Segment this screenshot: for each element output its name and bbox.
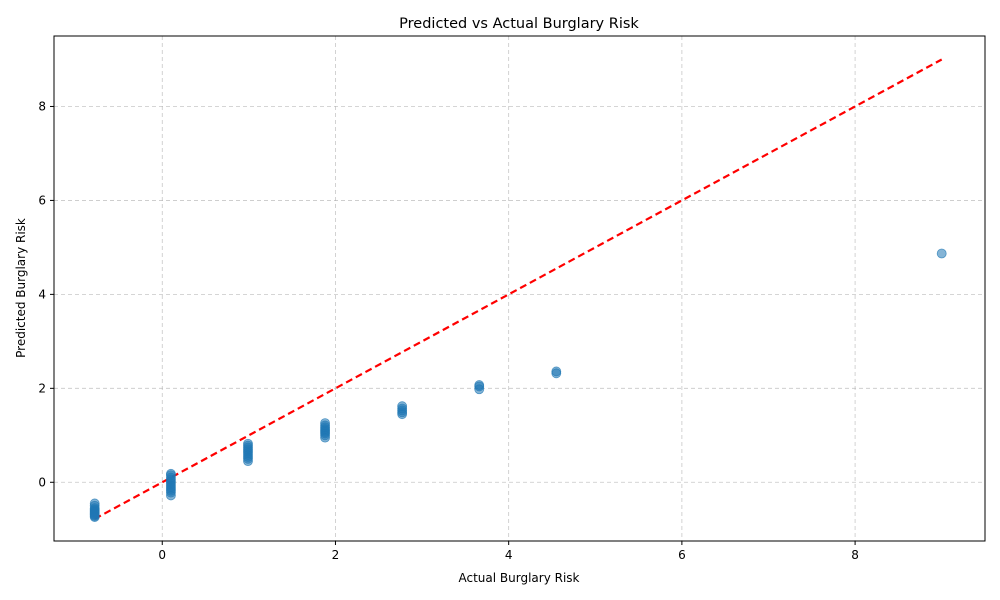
x-tick-label: 0 bbox=[158, 548, 166, 562]
data-point bbox=[936, 248, 947, 259]
y-axis-ticks: 0 2 4 6 8 bbox=[38, 99, 54, 489]
y-tick-label: 8 bbox=[38, 99, 46, 113]
x-axis-label: Actual Burglary Risk bbox=[459, 571, 580, 585]
data-point bbox=[551, 368, 562, 379]
x-tick-label: 8 bbox=[851, 548, 859, 562]
data-point bbox=[474, 384, 485, 395]
y-axis-label: Predicted Burglary Risk bbox=[14, 218, 28, 358]
chart-title: Predicted vs Actual Burglary Risk bbox=[399, 16, 639, 32]
data-point bbox=[320, 432, 330, 443]
plot-area-frame bbox=[53, 35, 986, 542]
reference-line-layer bbox=[94, 58, 943, 520]
x-axis-ticks: 0 2 4 6 8 bbox=[158, 541, 859, 562]
data-point bbox=[166, 490, 176, 501]
reference-line bbox=[94, 58, 943, 520]
y-tick-label: 2 bbox=[38, 381, 46, 395]
grid-lines bbox=[54, 36, 985, 541]
y-tick-label: 0 bbox=[38, 475, 46, 489]
data-point bbox=[89, 512, 100, 522]
x-tick-label: 2 bbox=[332, 548, 340, 562]
x-tick-label: 6 bbox=[678, 548, 686, 562]
x-tick-label: 4 bbox=[505, 548, 513, 562]
y-tick-label: 4 bbox=[38, 287, 46, 301]
data-points bbox=[89, 248, 947, 522]
data-point bbox=[243, 456, 253, 467]
data-point bbox=[397, 409, 408, 420]
y-tick-label: 6 bbox=[38, 193, 46, 207]
